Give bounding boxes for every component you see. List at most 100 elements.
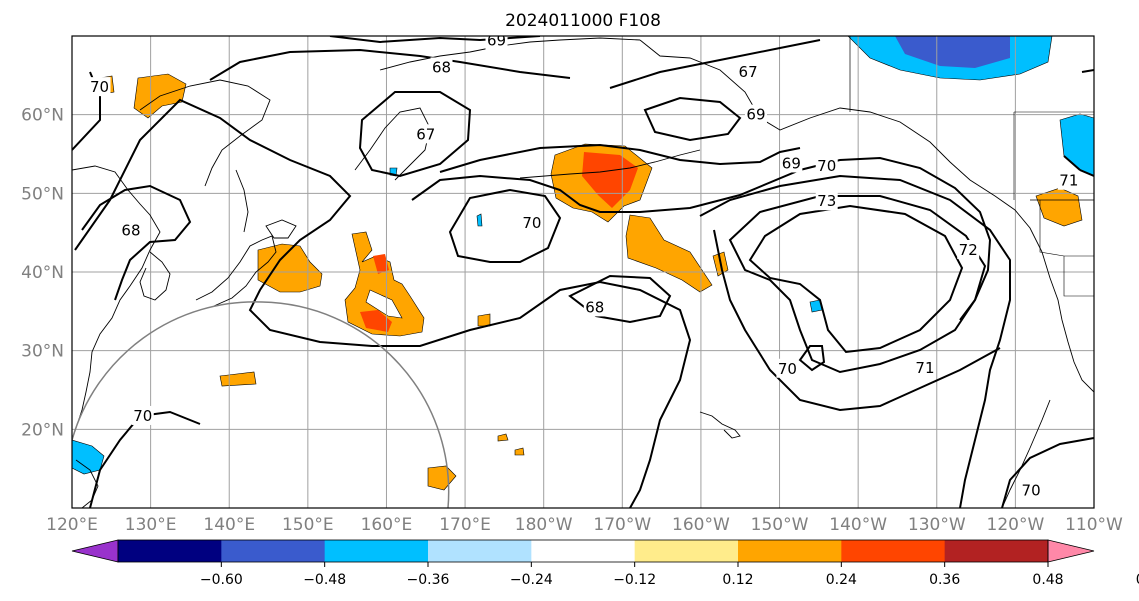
coast-philippines xyxy=(75,459,99,508)
colorbar-extend-low xyxy=(71,539,119,563)
contour-label: 70 xyxy=(90,78,109,96)
contour-label: 73 xyxy=(817,192,836,210)
colorbar-tick-label: −0.60 xyxy=(200,572,243,588)
contour-label: 67 xyxy=(416,125,435,143)
contour-label: 68 xyxy=(585,298,604,316)
colorbar-tick-label: −0.24 xyxy=(510,572,553,588)
contour-label-bg xyxy=(131,405,154,425)
lon-tick-label: 180°W xyxy=(515,515,573,535)
shading-positive-pacific-5 xyxy=(514,447,525,456)
contour-70-inner xyxy=(448,188,562,263)
contour-label-bg xyxy=(815,155,838,175)
contour-69-central xyxy=(439,143,801,173)
lon-tick-label: 130°W xyxy=(908,515,966,535)
contour-68-north xyxy=(209,48,571,81)
contour-label: 67 xyxy=(739,63,758,81)
colorbar-extend-high xyxy=(1047,539,1095,563)
contour-label: 72 xyxy=(959,241,978,259)
contour-label: 69 xyxy=(487,32,506,50)
contour-67-closed xyxy=(358,91,472,178)
contour-70-lower xyxy=(798,345,826,372)
contour-label-bg xyxy=(780,153,803,173)
coast-hokkaido xyxy=(265,219,297,239)
colorbar-segment xyxy=(634,540,739,562)
contour-label-bg xyxy=(776,358,799,378)
coast-sakhalin xyxy=(235,169,249,233)
contour-70-large xyxy=(74,98,692,508)
contour-label: 70 xyxy=(133,407,152,425)
colorbar-segment xyxy=(428,540,532,562)
lat-tick-label: 40°N xyxy=(21,263,64,283)
lon-tick-label: 120°W xyxy=(987,515,1045,535)
colorbar-segment xyxy=(738,540,842,562)
colorbar-segment xyxy=(531,540,636,562)
colorbar-tick-label: −0.36 xyxy=(407,572,450,588)
contour-71-lower xyxy=(713,229,1001,412)
colorbar-tick-label: 0.24 xyxy=(826,572,857,588)
contour-label-bg xyxy=(520,213,543,233)
coast-na-west xyxy=(1041,251,1094,393)
lon-tick-label: 110°W xyxy=(1065,515,1123,535)
contour-label-bg xyxy=(485,36,508,50)
contour-label-bg xyxy=(913,357,936,377)
longitude-tick-labels: 120°E 130°E 140°E 150°E 160°E 170°E 180°W 170°W… xyxy=(46,515,1123,535)
contour-label: 70 xyxy=(817,157,836,175)
lon-tick-label: 150°W xyxy=(751,515,809,535)
coast-kamchatka-pen xyxy=(354,107,431,181)
lon-tick-label: 160°W xyxy=(672,515,730,535)
contour-label: 71 xyxy=(1059,172,1078,190)
colorbar-tick-label: 0.12 xyxy=(722,572,753,588)
coast-hawaii xyxy=(699,411,741,439)
contour-label-bg xyxy=(583,297,606,317)
contour-label-bg xyxy=(737,62,760,82)
contour-label: 69 xyxy=(746,106,765,124)
contour-label-bg xyxy=(119,220,142,240)
shading-negative-canada xyxy=(847,36,1053,81)
contour-label: 70 xyxy=(1022,482,1041,500)
contour-label: 68 xyxy=(432,58,451,76)
border-provinces xyxy=(1013,111,1094,297)
lat-tick-label: 60°N xyxy=(21,106,64,126)
colorbar-tick-label: 0.36 xyxy=(929,572,960,588)
contour-71 xyxy=(699,174,1011,508)
contour-label-bg xyxy=(957,239,980,259)
coast-alaska xyxy=(639,39,1043,253)
contour-67-ne xyxy=(609,39,821,89)
contour-label: 71 xyxy=(915,359,934,377)
colorbar-segment xyxy=(841,540,946,562)
lon-tick-label: 140°W xyxy=(829,515,887,535)
contour-labels: 68 69 67 70 67 69 69 70 73 71 68 70 72 68 70 71 70 70 xyxy=(88,32,1080,500)
colorbar-tick-label: 0.48 xyxy=(1032,572,1063,588)
lon-tick-label: 130°E xyxy=(125,515,177,535)
contour-label-bg xyxy=(815,191,838,211)
colorbar-tick-label: 0.60 xyxy=(1136,572,1139,588)
coast-korea xyxy=(139,251,171,301)
shading-positive-pacific-4 xyxy=(497,433,509,442)
colorbar xyxy=(71,539,1095,563)
contour-label: 69 xyxy=(782,154,801,172)
lon-tick-label: 160°E xyxy=(361,515,413,535)
lon-tick-label: 120°E xyxy=(46,515,98,535)
contour-72 xyxy=(728,195,987,374)
contour-label-bg xyxy=(1057,170,1080,190)
contour-label-bg xyxy=(88,77,111,97)
lat-tick-label: 30°N xyxy=(21,342,64,362)
contour-label: 70 xyxy=(522,214,541,232)
coast-baja xyxy=(1001,399,1051,508)
coast-kamchatka xyxy=(139,79,271,187)
height-contours xyxy=(72,36,1094,508)
lon-tick-label: 150°E xyxy=(282,515,334,535)
range-circle xyxy=(72,301,450,508)
lon-tick-label: 170°W xyxy=(593,515,651,535)
contour-73-east xyxy=(1081,69,1094,73)
contour-label-bg xyxy=(414,124,437,144)
latitude-tick-labels: 20°N 30°N 40°N 50°N 60°N xyxy=(21,106,64,441)
colorbar-tick-label: −0.48 xyxy=(303,572,346,588)
lat-tick-label: 20°N xyxy=(21,420,64,440)
colorbar-outline xyxy=(117,539,1049,563)
contour-68-closed xyxy=(568,274,672,324)
coast-aleutians xyxy=(519,149,701,179)
colorbar-segment xyxy=(118,540,222,562)
map-frame xyxy=(71,35,1095,509)
map-area: 68 69 67 70 67 69 69 70 73 71 68 70 72 68 70 71 70 70 xyxy=(72,32,1094,508)
